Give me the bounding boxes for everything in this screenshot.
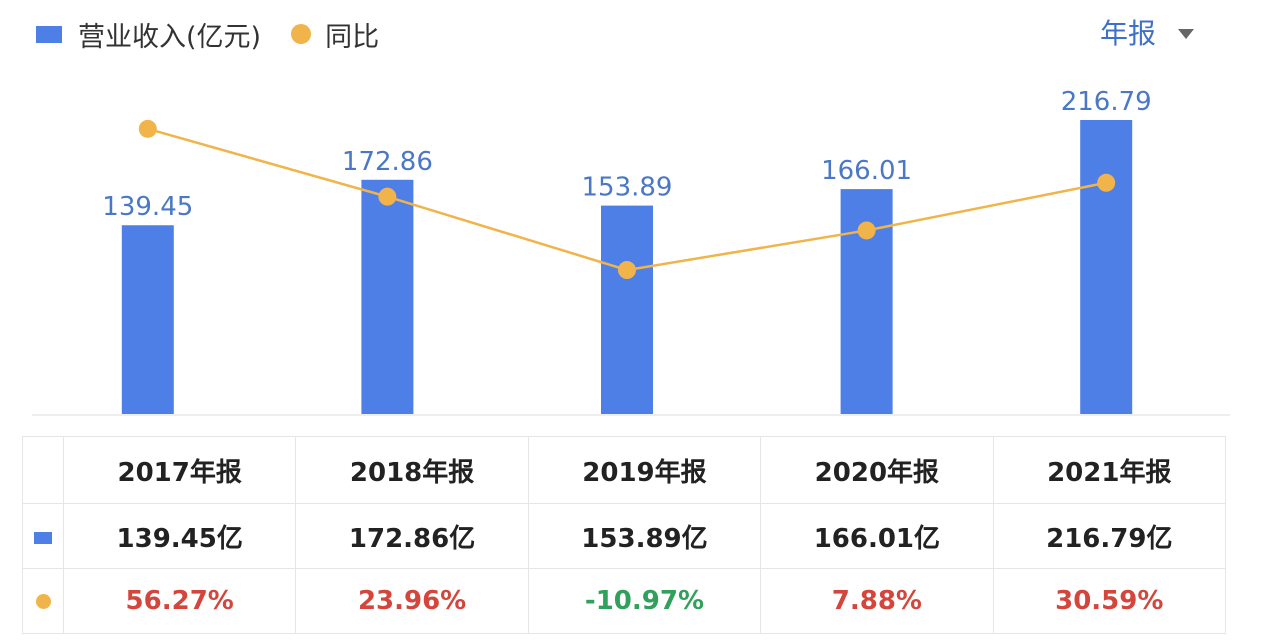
revenue-row-swatch-icon bbox=[34, 532, 52, 544]
yoy-point[interactable] bbox=[138, 119, 157, 138]
table-header-cell: 2021年报 bbox=[992, 436, 1227, 504]
bar-value-label: 139.45 bbox=[102, 192, 193, 222]
legend-item-yoy[interactable]: 同比 bbox=[291, 15, 379, 54]
legend-label-yoy: 同比 bbox=[325, 21, 380, 53]
data-table: 2017年报 2018年报 2019年报 2020年报 2021年报 139.4… bbox=[22, 436, 1227, 634]
table-header-row: 2017年报 2018年报 2019年报 2020年报 2021年报 bbox=[22, 436, 1227, 504]
revenue-chart: 139.45 172.86 153.89 166.01 216.79 bbox=[32, 87, 1230, 416]
bar-value-label: 172.86 bbox=[342, 147, 433, 177]
bar-value-label: 166.01 bbox=[821, 156, 912, 186]
legend-item-revenue[interactable]: 营业收入(亿元) bbox=[36, 15, 261, 54]
table-corner-cell bbox=[22, 436, 64, 504]
bar-value-label: 153.89 bbox=[582, 173, 673, 203]
revenue-cell: 172.86亿 bbox=[295, 503, 529, 569]
table-row-yoy: 56.27% 23.96% -10.97% 7.88% 30.59% bbox=[22, 568, 1227, 634]
caret-down-icon bbox=[1178, 29, 1194, 39]
value-labels-layer: 139.45 172.86 153.89 166.01 216.79 bbox=[102, 87, 1151, 222]
yoy-row-swatch-icon bbox=[35, 594, 51, 609]
table-header-cell: 2017年报 bbox=[62, 436, 297, 504]
period-selector[interactable]: 年报 bbox=[1100, 12, 1194, 52]
yoy-cell: 7.88% bbox=[760, 568, 994, 634]
yoy-point[interactable] bbox=[1097, 173, 1116, 192]
table-row-revenue: 139.45亿 172.86亿 153.89亿 166.01亿 216.79亿 bbox=[22, 503, 1227, 569]
revenue-row-marker bbox=[22, 503, 64, 569]
yoy-point[interactable] bbox=[378, 187, 397, 206]
revenue-cell: 216.79亿 bbox=[992, 503, 1227, 569]
yoy-point[interactable] bbox=[857, 221, 876, 240]
bar-value-label: 216.79 bbox=[1061, 87, 1152, 117]
revenue-bar[interactable] bbox=[361, 179, 414, 415]
yoy-row-marker bbox=[22, 568, 64, 634]
period-selector-label: 年报 bbox=[1099, 17, 1156, 50]
yoy-cell: -10.97% bbox=[527, 568, 762, 634]
table-header-cell: 2018年报 bbox=[295, 436, 529, 504]
yoy-swatch-icon bbox=[291, 24, 312, 44]
yoy-cell: 23.96% bbox=[295, 568, 529, 634]
yoy-line-layer bbox=[138, 119, 1116, 280]
chart-legend: 营业收入(亿元) 同比 bbox=[36, 14, 409, 54]
table-header-cell: 2019年报 bbox=[527, 436, 762, 504]
revenue-cell: 139.45亿 bbox=[62, 503, 297, 569]
table-header-cell: 2020年报 bbox=[760, 436, 994, 504]
yoy-point[interactable] bbox=[618, 261, 636, 280]
yoy-cell: 30.59% bbox=[992, 568, 1227, 634]
revenue-bar[interactable] bbox=[1080, 120, 1133, 415]
revenue-bar[interactable] bbox=[121, 225, 174, 415]
yoy-cell: 56.27% bbox=[62, 568, 297, 634]
revenue-bar[interactable] bbox=[601, 205, 653, 415]
legend-label-revenue: 营业收入(亿元) bbox=[78, 21, 262, 53]
revenue-cell: 166.01亿 bbox=[760, 503, 994, 569]
revenue-swatch-icon bbox=[36, 25, 62, 43]
revenue-cell: 153.89亿 bbox=[527, 503, 762, 569]
